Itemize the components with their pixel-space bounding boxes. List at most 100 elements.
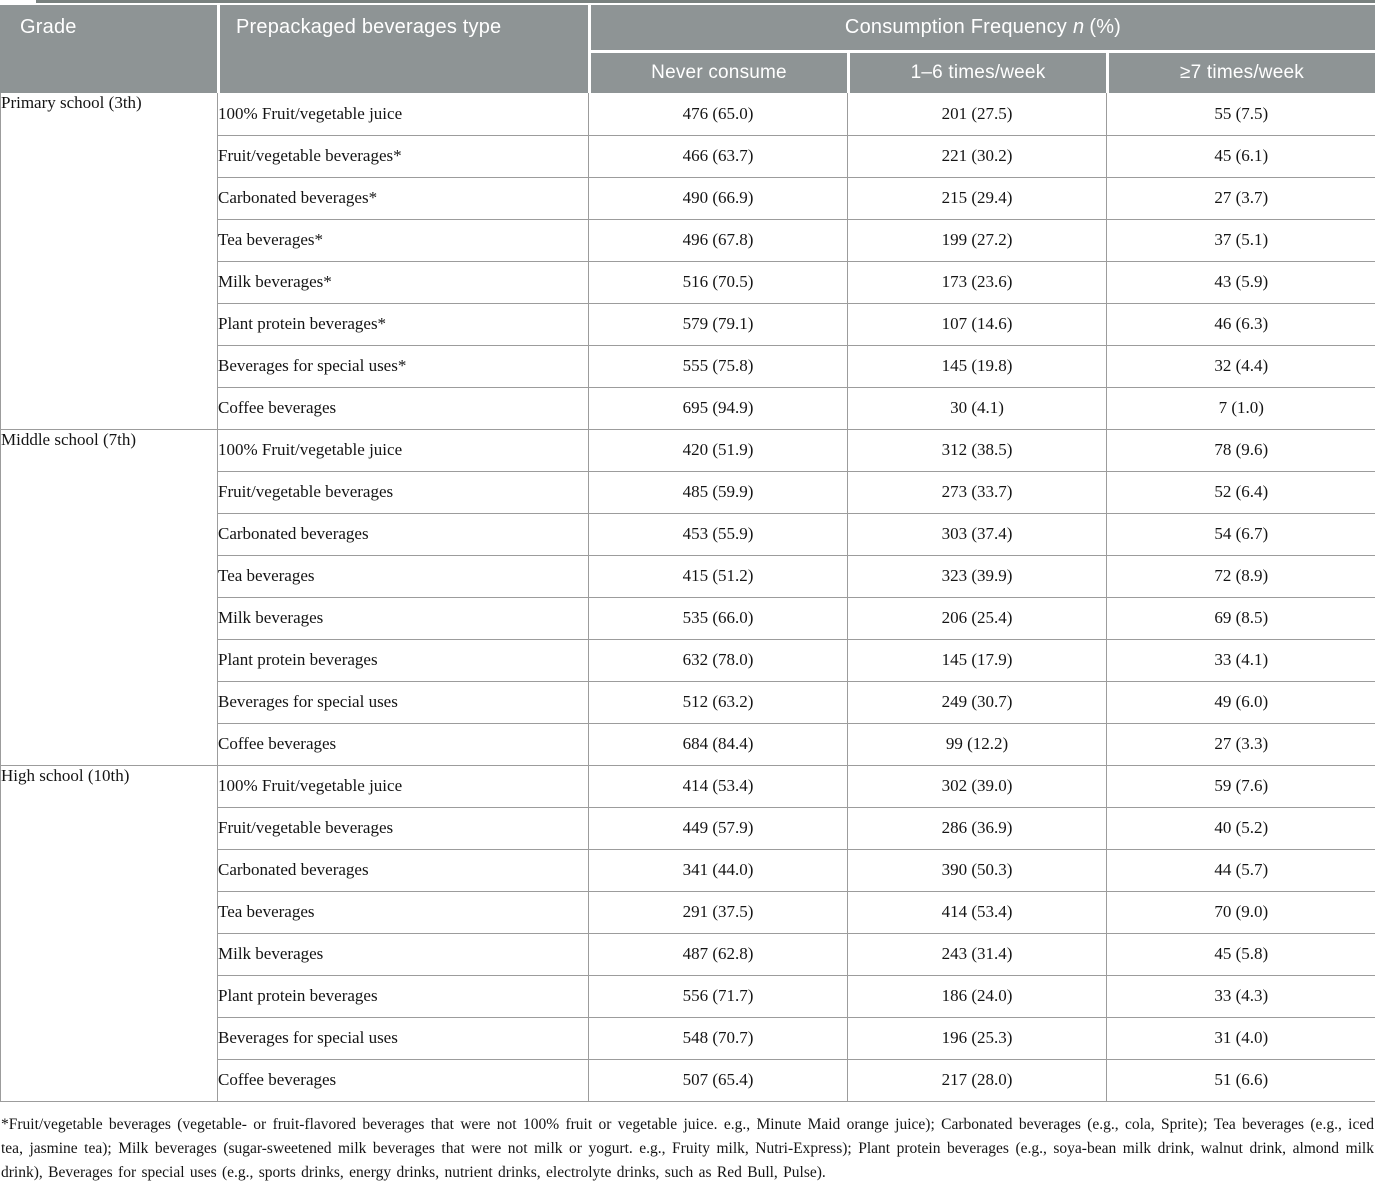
table-row: Tea beverages 415 (51.2) 323 (39.9) 72 (8.9… (1, 555, 1375, 598)
freq-label-n: n (1073, 16, 1085, 38)
value-cell: 556 (71.7) (588, 975, 848, 1018)
value-cell: 485 (59.9) (588, 471, 848, 514)
header-1-6-times-week: 1–6 times/week (847, 50, 1106, 93)
beverage-type-cell: Fruit/vegetable beverages (217, 807, 589, 850)
value-cell: 201 (27.5) (847, 93, 1107, 136)
table-row: Milk beverages 487 (62.8) 243 (31.4) 45 (5.… (1, 933, 1375, 976)
table-row: Plant protein beverages* 579 (79.1) 107 (1… (1, 303, 1375, 346)
beverage-type-cell: Plant protein beverages (217, 639, 589, 682)
table-row: Primary school (3th) 100% Fruit/vegetable… (0, 93, 1375, 430)
beverage-type-cell: Beverages for special uses* (217, 345, 589, 388)
value-cell: 69 (8.5) (1106, 597, 1375, 640)
value-cell: 78 (9.6) (1106, 429, 1375, 472)
value-cell: 55 (7.5) (1106, 93, 1375, 136)
value-cell: 33 (4.3) (1106, 975, 1375, 1018)
value-cell: 173 (23.6) (847, 261, 1107, 304)
table-row: Tea beverages 291 (37.5) 414 (53.4) 70 (9.0… (1, 891, 1375, 934)
value-cell: 449 (57.9) (588, 807, 848, 850)
beverage-type-cell: 100% Fruit/vegetable juice (217, 429, 589, 472)
value-cell: 217 (28.0) (847, 1059, 1107, 1102)
value-cell: 196 (25.3) (847, 1017, 1107, 1060)
freq-label-post: (%) (1089, 16, 1122, 38)
table-row: Coffee beverages 695 (94.9) 30 (4.1) 7 (1.0… (1, 387, 1375, 430)
header-never-consume: Never consume (588, 50, 847, 93)
grade-cell: High school (10th) (0, 765, 218, 1102)
value-cell: 30 (4.1) (847, 387, 1107, 430)
table-row: Beverages for special uses 548 (70.7) 196 … (1, 1017, 1375, 1060)
freq-label-pre: Consumption Frequency (844, 16, 1068, 38)
value-cell: 43 (5.9) (1106, 261, 1375, 304)
beverage-type-cell: Coffee beverages (217, 1059, 589, 1102)
value-cell: 466 (63.7) (588, 135, 848, 178)
table-row: Milk beverages* 516 (70.5) 173 (23.6) 43 (5… (1, 261, 1375, 304)
table-footnote: *Fruit/vegetable beverages (vegetable- o… (1, 1115, 1374, 1181)
value-cell: 414 (53.4) (588, 765, 848, 808)
top-rule-divider (36, 0, 1375, 3)
value-cell: 243 (31.4) (847, 933, 1107, 976)
table-row: Beverages for special uses 512 (63.2) 249 … (1, 681, 1375, 724)
beverage-type-cell: Milk beverages (217, 597, 589, 640)
table-body: Primary school (3th) 100% Fruit/vegetable… (0, 93, 1375, 1102)
table-row: Fruit/vegetable beverages 449 (57.9) 286 (… (1, 807, 1375, 850)
beverage-type-cell: Carbonated beverages* (217, 177, 589, 220)
table-row: Carbonated beverages* 490 (66.9) 215 (29.4… (1, 177, 1375, 220)
value-cell: 487 (62.8) (588, 933, 848, 976)
grade-cell: Middle school (7th) (0, 429, 218, 766)
value-cell: 221 (30.2) (847, 135, 1107, 178)
table-row: Carbonated beverages 453 (55.9) 303 (37.4)… (1, 513, 1375, 556)
value-cell: 145 (19.8) (847, 345, 1107, 388)
table-row: Fruit/vegetable beverages* 466 (63.7) 221 … (1, 135, 1375, 178)
value-cell: 390 (50.3) (847, 849, 1107, 892)
value-cell: 303 (37.4) (847, 513, 1107, 556)
table-row: Tea beverages* 496 (67.8) 199 (27.2) 37 (5.… (1, 219, 1375, 262)
value-cell: 512 (63.2) (588, 681, 848, 724)
value-cell: 72 (8.9) (1106, 555, 1375, 598)
table-row: Middle school (7th) 100% Fruit/vegetable … (0, 429, 1375, 766)
beverage-type-cell: Fruit/vegetable beverages (217, 471, 589, 514)
table-row: Beverages for special uses* 555 (75.8) 145… (1, 345, 1375, 388)
value-cell: 206 (25.4) (847, 597, 1107, 640)
value-cell: 286 (36.9) (847, 807, 1107, 850)
beverage-type-cell: 100% Fruit/vegetable juice (217, 765, 589, 808)
beverage-type-cell: Coffee beverages (217, 387, 589, 430)
value-cell: 420 (51.9) (588, 429, 848, 472)
value-cell: 32 (4.4) (1106, 345, 1375, 388)
table-row: Coffee beverages 507 (65.4) 217 (28.0) 51 (… (1, 1059, 1375, 1102)
header-grade: Grade (0, 5, 217, 93)
value-cell: 46 (6.3) (1106, 303, 1375, 346)
value-cell: 312 (38.5) (847, 429, 1107, 472)
value-cell: 49 (6.0) (1106, 681, 1375, 724)
value-cell: 37 (5.1) (1106, 219, 1375, 262)
beverage-type-cell: Tea beverages (217, 555, 589, 598)
header-consumption-frequency: Consumption Frequency n (%) (588, 5, 1375, 50)
value-cell: 507 (65.4) (588, 1059, 848, 1102)
value-cell: 44 (5.7) (1106, 849, 1375, 892)
beverage-type-cell: Beverages for special uses (217, 681, 589, 724)
beverage-type-cell: Plant protein beverages (217, 975, 589, 1018)
value-cell: 555 (75.8) (588, 345, 848, 388)
value-cell: 54 (6.7) (1106, 513, 1375, 556)
consumption-frequency-table: Primary school (3th) 100% Fruit/vegetable… (0, 93, 1375, 1102)
value-cell: 684 (84.4) (588, 723, 848, 766)
table-row: Carbonated beverages 341 (44.0) 390 (50.3)… (1, 849, 1375, 892)
value-cell: 341 (44.0) (588, 849, 848, 892)
value-cell: 496 (67.8) (588, 219, 848, 262)
value-cell: 453 (55.9) (588, 513, 848, 556)
value-cell: 99 (12.2) (847, 723, 1107, 766)
header-7plus-times-week: ≥7 times/week (1106, 50, 1375, 93)
header-beverage-type: Prepackaged beverages type (217, 5, 588, 93)
table-row: Plant protein beverages 632 (78.0) 145 (17… (1, 639, 1375, 682)
value-cell: 107 (14.6) (847, 303, 1107, 346)
value-cell: 476 (65.0) (588, 93, 848, 136)
value-cell: 45 (5.8) (1106, 933, 1375, 976)
beverage-type-cell: Beverages for special uses (217, 1017, 589, 1060)
value-cell: 516 (70.5) (588, 261, 848, 304)
beverage-type-cell: Carbonated beverages (217, 513, 589, 556)
beverage-type-cell: Plant protein beverages* (217, 303, 589, 346)
value-cell: 7 (1.0) (1106, 387, 1375, 430)
value-cell: 414 (53.4) (847, 891, 1107, 934)
value-cell: 249 (30.7) (847, 681, 1107, 724)
value-cell: 51 (6.6) (1106, 1059, 1375, 1102)
value-cell: 31 (4.0) (1106, 1017, 1375, 1060)
